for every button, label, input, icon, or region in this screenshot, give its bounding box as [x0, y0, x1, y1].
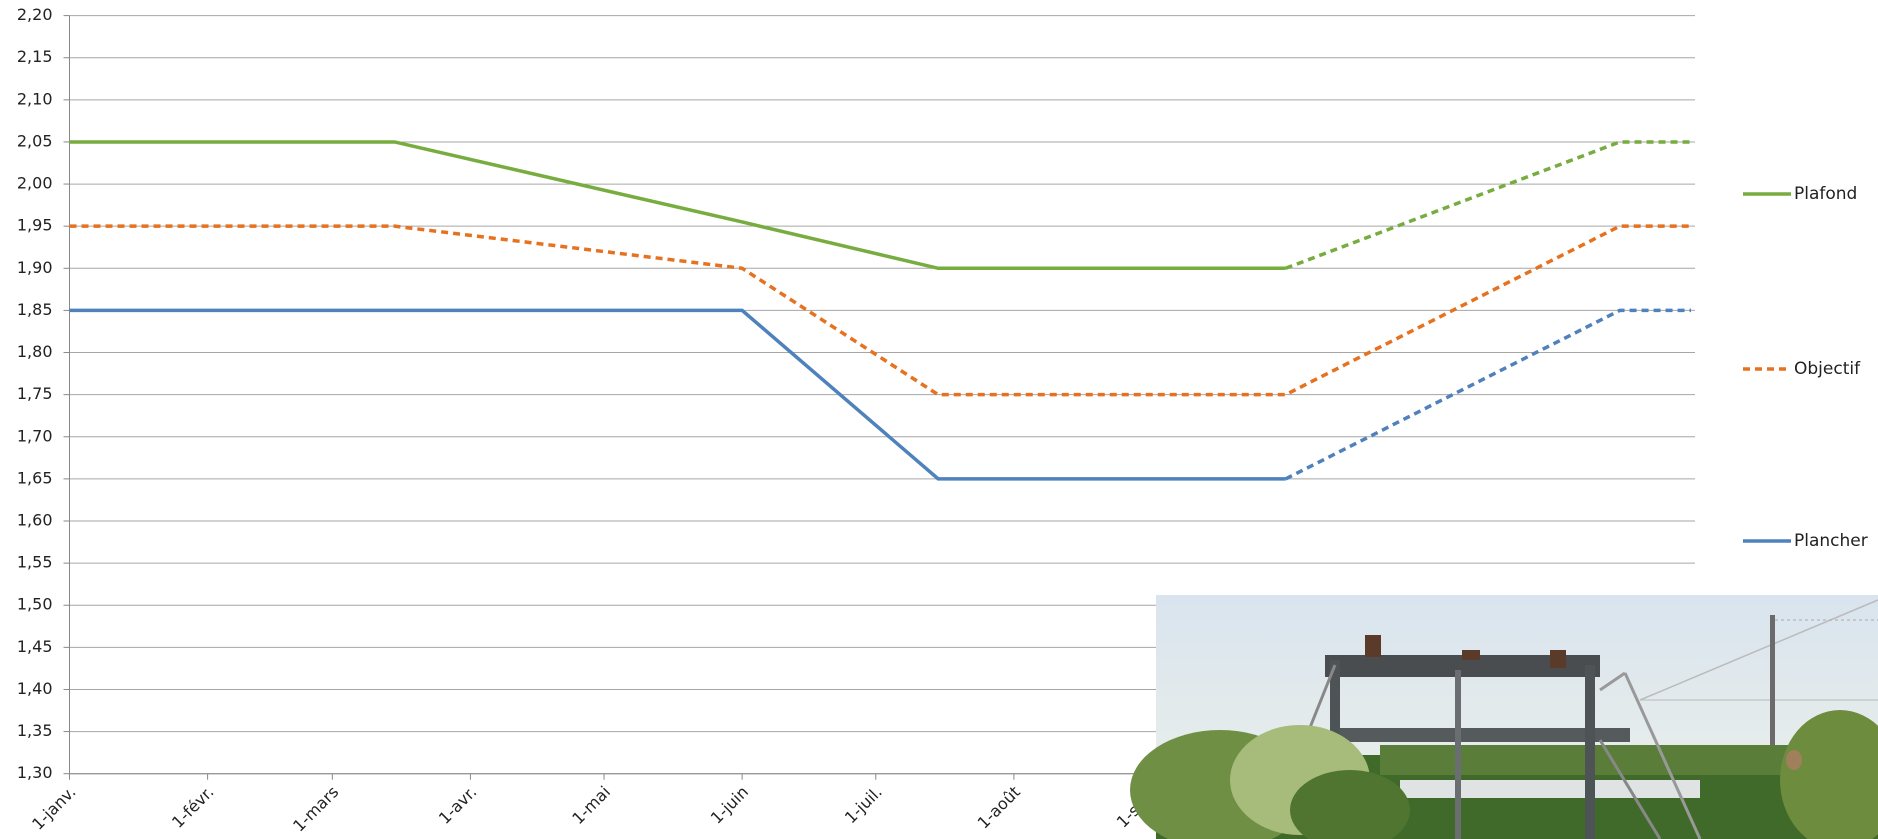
y-tick-label: 1,65	[17, 468, 53, 487]
y-tick-label: 1,40	[17, 679, 53, 698]
y-tick-label: 2,15	[17, 47, 53, 66]
y-tick-label: 1,55	[17, 553, 53, 572]
y-tick-label: 2,20	[17, 5, 53, 24]
x-tick-label: 1-avr.	[435, 782, 481, 828]
y-tick-label: 1,30	[17, 763, 53, 782]
legend: Plafond Objectif Plancher	[1743, 184, 1868, 551]
y-tick-label: 2,05	[17, 131, 53, 150]
x-tick-label: 1-juil.	[841, 782, 886, 827]
x-tick-label: 1-janv.	[28, 782, 79, 833]
legend-label: Plancher	[1794, 531, 1868, 551]
series-line	[1284, 308, 1691, 481]
y-tick-label: 1,70	[17, 426, 53, 445]
photo	[1130, 595, 1878, 839]
y-tick-label: 2,10	[17, 89, 53, 108]
y-tick-label: 1,60	[17, 511, 53, 530]
y-tick-label: 1,35	[17, 721, 53, 740]
y-tick-label: 1,85	[17, 300, 53, 319]
series-line	[69, 224, 1691, 397]
x-tick-label: 1-juin	[707, 782, 752, 827]
x-tick-label: 1-août	[974, 782, 1024, 832]
legend-label: Plafond	[1794, 184, 1857, 204]
legend-label: Objectif	[1794, 359, 1861, 379]
y-tick-label: 1,75	[17, 384, 53, 403]
y-tick-label: 2,00	[17, 174, 53, 193]
x-tick-label: 1-mai	[568, 782, 614, 828]
y-tick-label: 1,90	[17, 258, 53, 277]
x-tick-label: 1-févr.	[168, 782, 218, 832]
series-line	[1285, 140, 1691, 270]
series-line	[69, 140, 1286, 271]
y-tick-label: 1,80	[17, 342, 53, 361]
y-tick-label: 1,50	[17, 595, 53, 614]
x-tick-label: 1-mars	[289, 782, 342, 835]
y-tick-label: 1,95	[17, 216, 53, 235]
y-tick-label: 1,45	[17, 637, 53, 656]
series-line	[69, 308, 1286, 481]
